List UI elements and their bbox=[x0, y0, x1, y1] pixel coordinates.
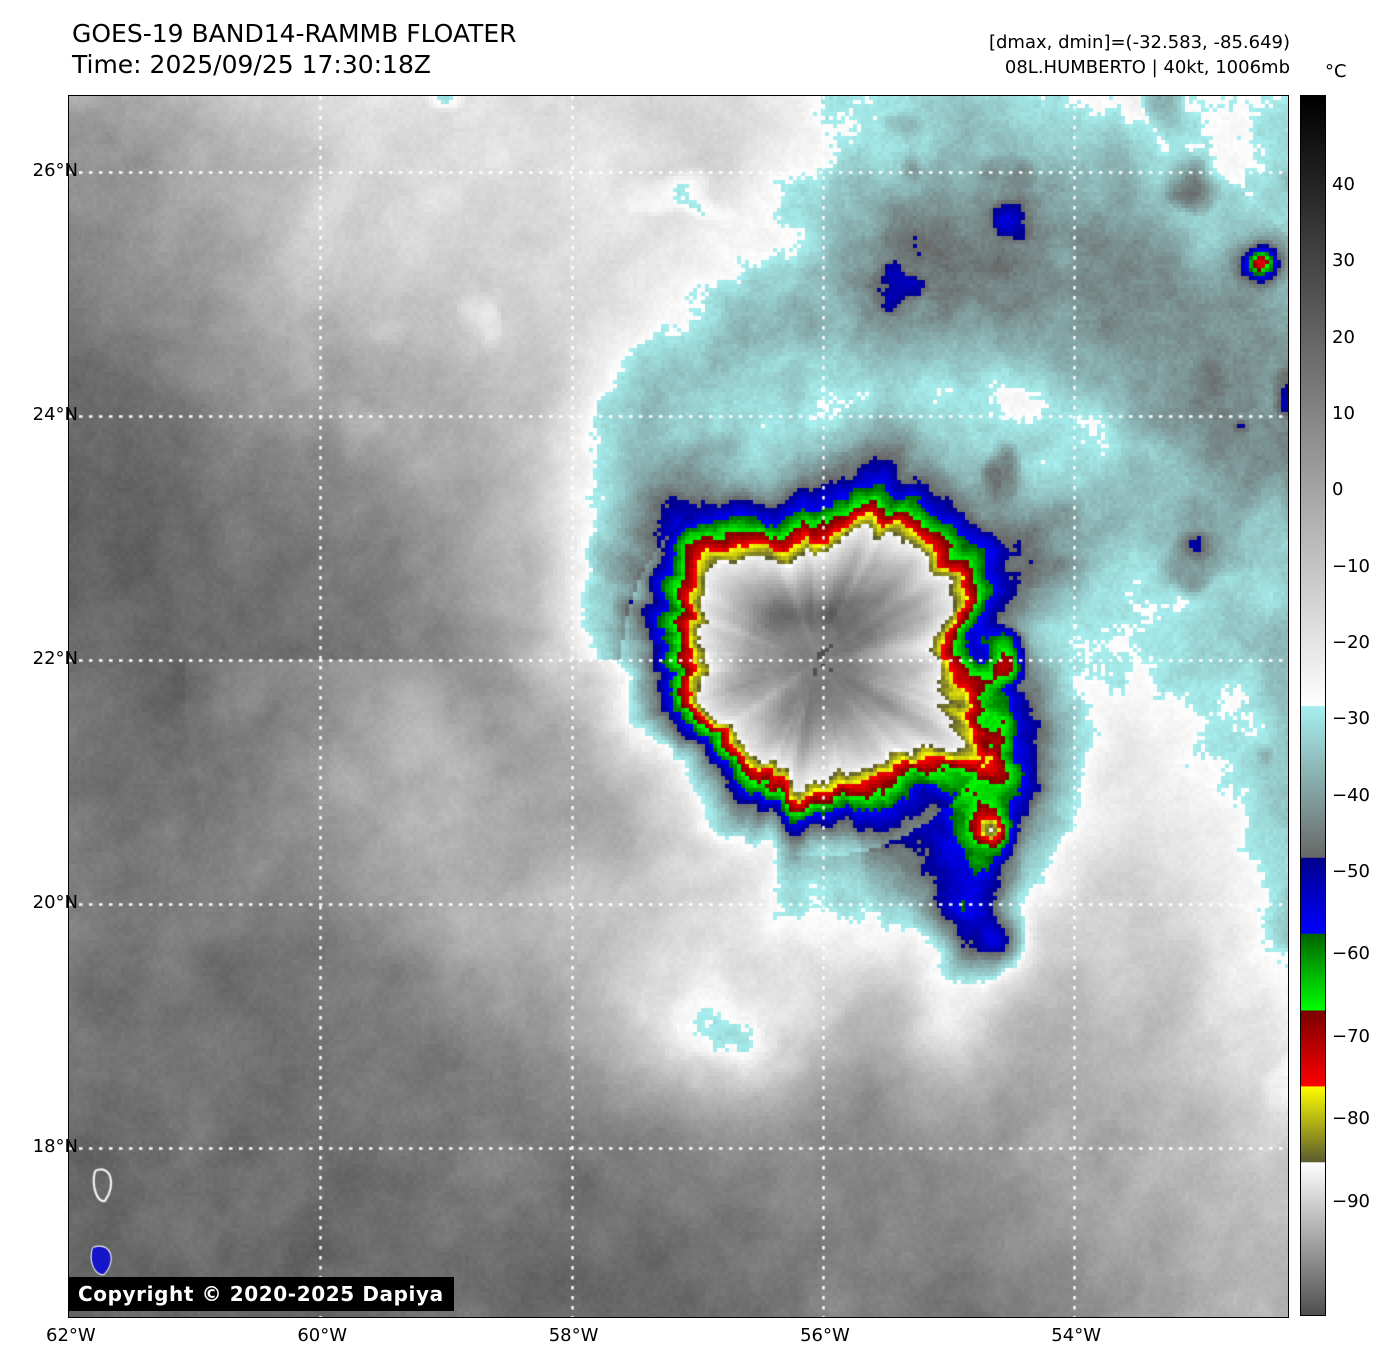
data-range-label: [dmax, dmin]=(-32.583, -85.649) bbox=[988, 32, 1290, 53]
colorbar-tick-label: 40 bbox=[1332, 174, 1355, 196]
colorbar-tick-label: −30 bbox=[1332, 708, 1370, 730]
colorbar-tick-label: −50 bbox=[1332, 860, 1370, 882]
colorbar-tick-label: 0 bbox=[1332, 479, 1344, 501]
x-axis-tick-label: 56°W bbox=[800, 1325, 850, 1346]
y-axis-tick-label: 24°N bbox=[32, 403, 78, 425]
metadata-block: [dmax, dmin]=(-32.583, -85.649) 08L.HUMB… bbox=[989, 30, 1290, 80]
timestamp-label: Time: 2025/09/25 17:30:18Z bbox=[72, 50, 431, 79]
colorbar-gradient bbox=[1300, 95, 1326, 1316]
x-axis-tick-label: 60°W bbox=[297, 1325, 348, 1346]
colorbar-tick-label: 30 bbox=[1332, 250, 1355, 272]
colorbar-tick-label: 10 bbox=[1332, 403, 1355, 425]
colorbar-tick-label: −60 bbox=[1332, 943, 1370, 965]
colorbar-units-label: °C bbox=[1325, 61, 1347, 82]
colorbar-tick-label: −10 bbox=[1332, 555, 1370, 577]
colorbar-tick-label: −80 bbox=[1332, 1108, 1370, 1130]
satellite-image-plot bbox=[68, 95, 1289, 1318]
colorbar-tick-label: −90 bbox=[1332, 1190, 1370, 1212]
colorbar-tick-label: 20 bbox=[1332, 326, 1355, 348]
y-axis-tick-label: 26°N bbox=[32, 159, 78, 181]
y-axis-tick-label: 20°N bbox=[32, 892, 78, 914]
x-axis-tick-label: 62°W bbox=[46, 1325, 96, 1346]
colorbar-tick-label: −20 bbox=[1332, 631, 1370, 653]
x-axis-tick-label: 54°W bbox=[1051, 1325, 1101, 1346]
colorbar-tick-label: −70 bbox=[1332, 1025, 1370, 1047]
y-axis-tick-label: 22°N bbox=[32, 647, 78, 669]
y-axis-tick-label: 18°N bbox=[32, 1136, 78, 1158]
page-title: GOES-19 BAND14-RAMMB FLOATER bbox=[72, 19, 517, 48]
infrared-satellite-imagery bbox=[69, 96, 1288, 1317]
title-block: GOES-19 BAND14-RAMMB FLOATER Time: 2025/… bbox=[72, 18, 516, 80]
temperature-colorbar: 40 30 20 10 0 −10 −20 −30 −40 −50 −60 −70 −80 −90 bbox=[1300, 95, 1370, 1316]
colorbar-tick-label: −40 bbox=[1332, 784, 1370, 806]
storm-info-label: 08L.HUMBERTO | 40kt, 1006mb bbox=[1004, 57, 1290, 78]
x-axis-tick-label: 58°W bbox=[548, 1325, 599, 1346]
copyright-watermark: Copyright © 2020-2025 Dapiya bbox=[68, 1277, 454, 1311]
